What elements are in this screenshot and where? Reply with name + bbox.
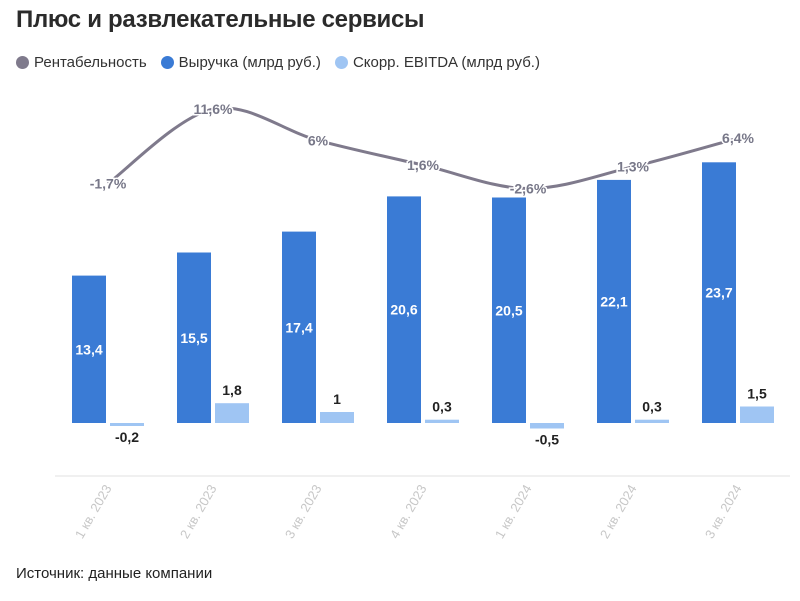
x-tick-label: 1 кв. 2024 <box>492 482 535 541</box>
ebitda-bar <box>530 423 564 429</box>
x-tick-label: 2 кв. 2023 <box>177 482 220 541</box>
margin-label: -1,7% <box>90 176 127 192</box>
legend-marker-ebitda <box>334 56 348 69</box>
margin-line <box>107 106 739 191</box>
revenue-label: 17,4 <box>285 319 312 335</box>
revenue-bar <box>387 196 421 423</box>
chart-title: Плюс и развлекательные сервисы <box>16 6 425 33</box>
margin-label: 11,6% <box>194 101 233 117</box>
revenue-label: 13,4 <box>75 341 102 357</box>
ebitda-bar <box>740 406 774 423</box>
legend-item-margin: Рентабельность <box>16 54 147 71</box>
revenue-bar <box>702 162 736 424</box>
ebitda-label: -0,2 <box>115 429 139 445</box>
revenue-bar <box>177 252 211 423</box>
ebitda-bar <box>110 423 144 426</box>
legend-label-ebitda: Скорр. EBITDA (млрд руб.) <box>352 54 540 71</box>
revenue-label: 23,7 <box>705 285 732 301</box>
legend-label-revenue: Выручка (млрд руб.) <box>178 54 321 71</box>
x-tick-label: 3 кв. 2024 <box>702 482 745 541</box>
revenue-label: 15,5 <box>180 330 207 346</box>
revenue-label: 22,1 <box>600 293 627 309</box>
legend-item-ebitda: Скорр. EBITDA (млрд руб.) <box>334 54 540 71</box>
revenue-bar <box>282 231 316 423</box>
legend-marker-margin <box>16 56 29 69</box>
ebitda-label: 0,3 <box>642 399 662 415</box>
ebitda-bar <box>425 419 459 423</box>
margin-label: -2,6% <box>510 181 547 197</box>
revenue-bar <box>597 179 631 423</box>
ebitda-label: 1,5 <box>747 386 767 402</box>
margin-label: 1,6% <box>407 157 439 173</box>
legend-label-margin: Рентабельность <box>34 54 147 71</box>
source-note: Источник: данные компании <box>16 565 213 582</box>
legend: Рентабельность Выручка (млрд руб.) Скорр… <box>16 54 554 71</box>
revenue-label: 20,6 <box>390 302 417 318</box>
revenue-label: 20,5 <box>495 302 522 318</box>
margin-label: 6% <box>308 132 329 148</box>
x-tick-label: 4 кв. 2023 <box>387 482 430 541</box>
x-tick-label: 1 кв. 2023 <box>72 482 115 541</box>
ebitda-label: 1,8 <box>222 382 242 398</box>
revenue-bar <box>72 275 106 423</box>
ebitda-label: 0,3 <box>432 399 452 415</box>
legend-marker-revenue <box>160 56 174 69</box>
revenue-bar <box>492 197 526 423</box>
x-tick-label: 3 кв. 2023 <box>282 482 325 541</box>
ebitda-bar <box>635 419 669 423</box>
ebitda-label: -0,5 <box>535 432 559 448</box>
margin-label: 1,3% <box>617 159 649 175</box>
x-tick-label: 2 кв. 2024 <box>597 482 640 541</box>
legend-item-revenue: Выручка (млрд руб.) <box>160 54 321 71</box>
ebitda-bar <box>215 403 249 423</box>
ebitda-label: 1 <box>333 391 341 407</box>
ebitda-bar <box>320 412 354 423</box>
margin-label: 6,4% <box>722 130 754 146</box>
